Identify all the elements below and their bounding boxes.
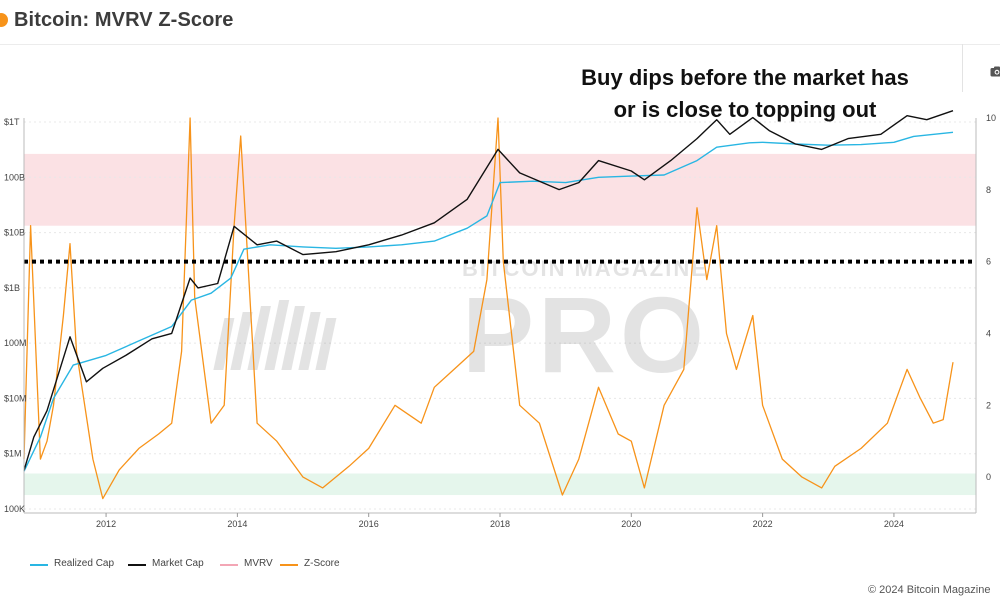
legend-swatch-market-cap (128, 564, 146, 566)
x-tick-label: 2020 (621, 519, 641, 529)
y-left-tick-label: $1M (4, 449, 22, 459)
y-left-tick-label: 100B (4, 172, 25, 182)
y-right-tick-label: 0 (986, 472, 991, 482)
watermark: BITCOIN MAGAZINE PRO (213, 256, 708, 395)
green-zone (24, 473, 976, 496)
chart-zones (24, 153, 976, 496)
legend-label: Market Cap (152, 558, 204, 569)
header-bar: Bitcoin: MVRV Z-Score (0, 0, 1000, 45)
annotation-callout: Buy dips before the market has or is clo… (540, 62, 950, 126)
x-tick-label: 2012 (96, 519, 116, 529)
y-left-tick-label: $1T (4, 117, 20, 127)
annotation-line-2: or is close to topping out (613, 97, 877, 122)
copyright-text: © 2024 Bitcoin Magazine (868, 584, 991, 596)
chart-series (23, 110, 954, 500)
legend-label: Realized Cap (54, 558, 115, 569)
y-left-tick-label: $1B (4, 283, 20, 293)
legend-swatch-z-score (280, 564, 298, 566)
watermark-bar (230, 312, 253, 370)
y-left-tick-label: 100K (4, 504, 25, 514)
watermark-main-text: PRO (462, 274, 708, 395)
legend-label: Z-Score (304, 558, 340, 569)
watermark-bar (315, 318, 337, 370)
y-left-tick-label: 100M (4, 338, 27, 348)
chart-ticks: 2012 2014 2016 2018 2020 2022 2024 100K $1M $10M 1… (4, 113, 996, 529)
realized-cap-line (23, 131, 954, 472)
y-right-tick-label: 10 (986, 113, 996, 123)
legend-label: MVRV (244, 558, 273, 569)
y-right-tick-label: 2 (986, 400, 991, 410)
y-right-tick-label: 6 (986, 257, 991, 267)
watermark-bar (213, 318, 235, 370)
z-score-line (23, 117, 954, 500)
watermark-bar (281, 306, 305, 370)
y-left-tick-label: $10M (4, 393, 27, 403)
x-tick-label: 2022 (753, 519, 773, 529)
watermark-logo-icon (213, 300, 337, 370)
x-tick-label: 2018 (490, 519, 510, 529)
x-tick-label: 2014 (227, 519, 247, 529)
watermark-bar (264, 300, 290, 370)
legend-swatch-mvrv (220, 564, 238, 566)
y-right-tick-label: 4 (986, 328, 991, 338)
x-tick-label: 2016 (359, 519, 379, 529)
legend-swatch-realized-cap (30, 564, 48, 566)
y-right-tick-label: 8 (986, 185, 991, 195)
watermark-bar (298, 312, 321, 370)
toolbar-divider (962, 44, 963, 92)
y-left-tick-label: $10B (4, 228, 25, 238)
x-tick-label: 2024 (884, 519, 904, 529)
camera-icon[interactable] (990, 66, 1000, 77)
bitcoin-logo-icon (0, 13, 8, 27)
annotation-line-1: Buy dips before the market has (581, 65, 909, 90)
page-title: Bitcoin: MVRV Z-Score (14, 9, 234, 31)
market-cap-line (23, 110, 954, 471)
